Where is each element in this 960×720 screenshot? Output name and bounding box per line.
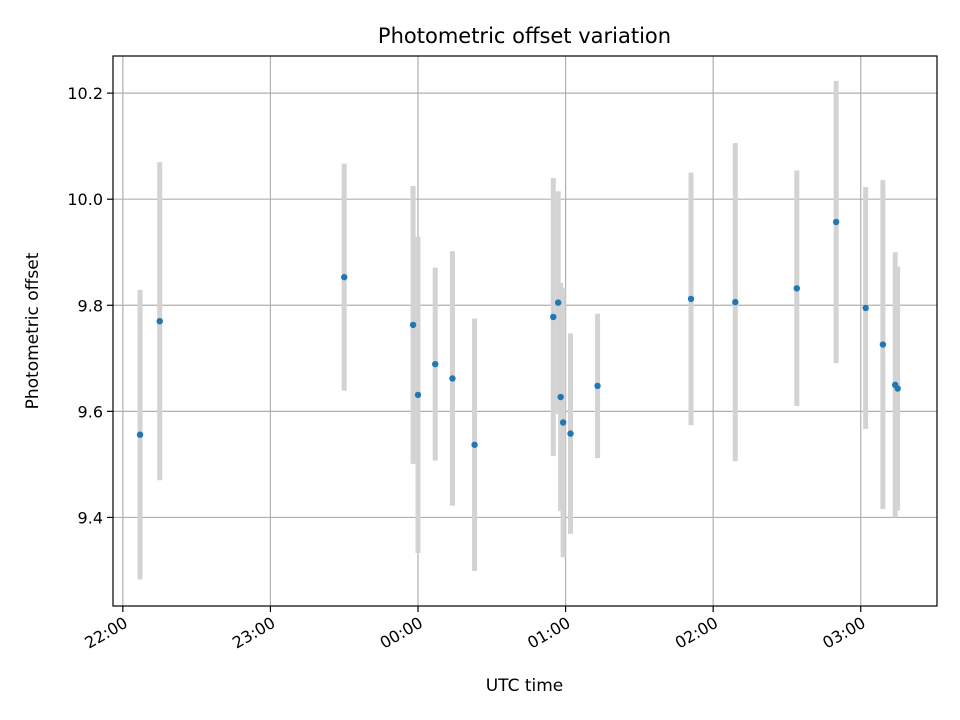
- data-point: [894, 385, 901, 392]
- data-point: [559, 419, 567, 426]
- data-point: [594, 382, 601, 390]
- data-point: [432, 360, 439, 368]
- y-tick-label: 10.2: [67, 84, 103, 103]
- x-tick-label: 01:00: [524, 613, 573, 653]
- data-point: [471, 441, 478, 448]
- data-point: [879, 341, 887, 348]
- x-tick-label: 00:00: [377, 613, 426, 653]
- x-tick-label: 02:00: [672, 613, 721, 653]
- data-point: [156, 317, 163, 325]
- data-point: [732, 298, 739, 306]
- grid: [113, 56, 937, 606]
- data-point: [555, 299, 562, 306]
- data-point: [862, 304, 869, 312]
- data-point: [409, 321, 417, 329]
- data-point: [832, 218, 840, 226]
- data-point: [550, 313, 557, 321]
- error-bars: [137, 80, 901, 580]
- y-tick-label: 9.4: [78, 508, 103, 527]
- data-point: [136, 431, 144, 438]
- chart-title: Photometric offset variation: [378, 24, 671, 48]
- ticks: 22:00 23:00 00:00 01:00 02:00 03:00 9.4 9.6 9.8 1…: [67, 84, 868, 652]
- data-point: [567, 430, 574, 437]
- data-point: [557, 393, 564, 401]
- data-point: [449, 375, 456, 382]
- plot-frame: [112, 55, 938, 607]
- x-tick-label: 03:00: [819, 613, 868, 653]
- data-point: [414, 391, 422, 399]
- data-points: [136, 218, 901, 448]
- data-point: [687, 295, 695, 303]
- x-tick-label: 22:00: [81, 613, 130, 653]
- data-point: [341, 273, 348, 281]
- x-axis-label: UTC time: [486, 676, 564, 696]
- y-tick-label: 9.8: [78, 296, 103, 315]
- x-tick-label: 23:00: [229, 613, 278, 653]
- y-tick-label: 10.0: [67, 190, 103, 209]
- y-tick-label: 9.6: [78, 402, 103, 421]
- data-point: [793, 285, 800, 292]
- y-axis-label: Photometric offset: [23, 252, 43, 409]
